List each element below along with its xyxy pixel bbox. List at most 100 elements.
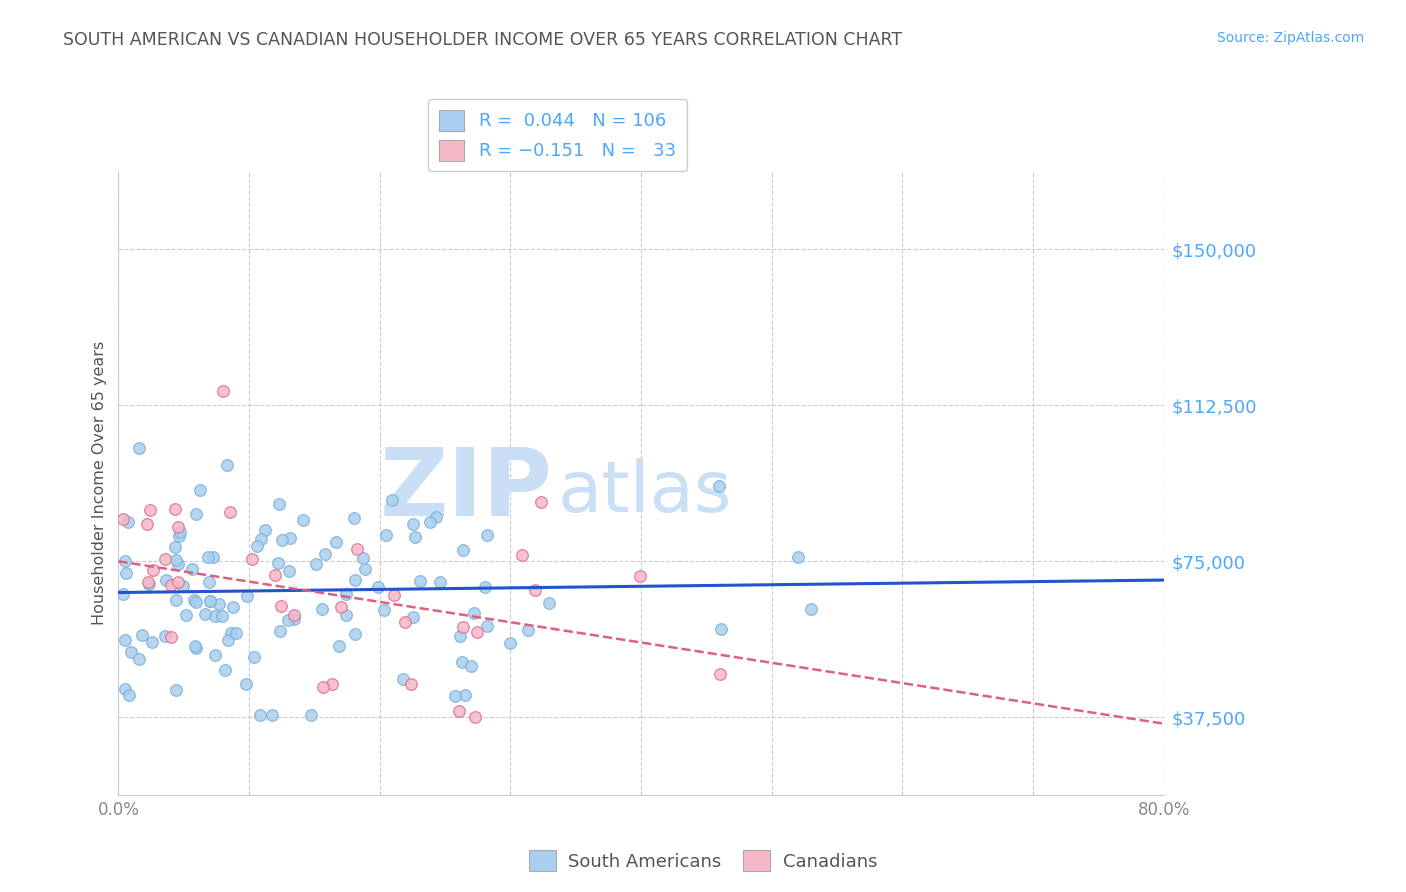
Point bbox=[165, 593, 187, 607]
Point bbox=[392, 672, 415, 686]
Point bbox=[465, 624, 488, 639]
Point bbox=[155, 573, 177, 587]
Legend: South Americans, Canadians: South Americans, Canadians bbox=[522, 843, 884, 879]
Point bbox=[277, 613, 299, 627]
Point bbox=[165, 540, 187, 554]
Point bbox=[451, 543, 474, 558]
Point bbox=[167, 529, 190, 543]
Text: ZIP: ZIP bbox=[380, 443, 553, 535]
Point bbox=[402, 517, 425, 532]
Point bbox=[267, 556, 290, 570]
Point bbox=[381, 493, 404, 508]
Point bbox=[451, 620, 474, 634]
Point bbox=[167, 574, 190, 589]
Point bbox=[404, 529, 426, 543]
Point bbox=[204, 648, 226, 662]
Point bbox=[169, 525, 191, 540]
Point bbox=[167, 520, 190, 534]
Point bbox=[409, 574, 432, 588]
Point bbox=[328, 639, 350, 653]
Point bbox=[204, 608, 226, 623]
Point bbox=[114, 566, 136, 580]
Point bbox=[352, 550, 374, 565]
Point bbox=[311, 602, 333, 616]
Point bbox=[463, 606, 485, 620]
Point bbox=[343, 573, 366, 587]
Point bbox=[222, 600, 245, 615]
Point bbox=[198, 594, 221, 608]
Point bbox=[153, 629, 176, 643]
Point bbox=[449, 629, 471, 643]
Point bbox=[186, 595, 208, 609]
Point bbox=[283, 612, 305, 626]
Point bbox=[314, 547, 336, 561]
Point bbox=[516, 623, 538, 637]
Point bbox=[373, 603, 395, 617]
Y-axis label: Householder Income Over 65 years: Householder Income Over 65 years bbox=[93, 341, 107, 625]
Point bbox=[325, 534, 347, 549]
Point bbox=[429, 574, 451, 589]
Point bbox=[270, 599, 292, 614]
Point bbox=[120, 645, 142, 659]
Point bbox=[197, 549, 219, 564]
Point bbox=[475, 528, 498, 542]
Point bbox=[208, 597, 231, 611]
Point bbox=[188, 483, 211, 497]
Point bbox=[217, 632, 239, 647]
Point bbox=[167, 557, 190, 571]
Point bbox=[321, 676, 343, 690]
Point bbox=[800, 602, 823, 616]
Point bbox=[312, 680, 335, 694]
Point bbox=[139, 503, 162, 517]
Point bbox=[131, 627, 153, 641]
Point bbox=[174, 608, 197, 623]
Point bbox=[200, 593, 222, 607]
Point bbox=[278, 564, 301, 578]
Point bbox=[460, 659, 482, 673]
Legend: R =  0.044   N = 106, R = −0.151   N =   33: R = 0.044 N = 106, R = −0.151 N = 33 bbox=[429, 99, 686, 171]
Point bbox=[267, 497, 290, 511]
Point bbox=[141, 635, 163, 649]
Point bbox=[128, 652, 150, 666]
Point bbox=[163, 502, 186, 516]
Point bbox=[211, 609, 233, 624]
Point bbox=[181, 562, 204, 576]
Point bbox=[260, 708, 283, 723]
Point bbox=[184, 640, 207, 655]
Point bbox=[212, 384, 235, 398]
Point bbox=[382, 588, 405, 602]
Point bbox=[399, 677, 422, 691]
Point bbox=[402, 610, 425, 624]
Point bbox=[160, 630, 183, 644]
Point bbox=[112, 587, 135, 601]
Point bbox=[183, 592, 205, 607]
Point bbox=[278, 532, 301, 546]
Point bbox=[165, 553, 187, 567]
Point bbox=[114, 554, 136, 568]
Point bbox=[219, 625, 242, 640]
Point bbox=[283, 607, 305, 622]
Point bbox=[219, 505, 242, 519]
Point bbox=[153, 551, 176, 566]
Point bbox=[537, 596, 560, 610]
Point bbox=[709, 479, 731, 493]
Point bbox=[343, 511, 366, 525]
Point bbox=[330, 600, 353, 615]
Point bbox=[240, 551, 263, 566]
Point bbox=[269, 624, 291, 638]
Point bbox=[236, 589, 259, 603]
Point bbox=[346, 542, 368, 557]
Point bbox=[242, 650, 264, 665]
Point bbox=[498, 635, 520, 649]
Point bbox=[450, 656, 472, 670]
Point bbox=[530, 495, 553, 509]
Point bbox=[305, 557, 328, 571]
Point bbox=[291, 513, 314, 527]
Point bbox=[201, 550, 224, 565]
Point bbox=[335, 587, 357, 601]
Point bbox=[235, 676, 257, 690]
Point bbox=[263, 568, 285, 582]
Point bbox=[138, 574, 160, 589]
Point bbox=[245, 539, 267, 553]
Point bbox=[114, 681, 136, 696]
